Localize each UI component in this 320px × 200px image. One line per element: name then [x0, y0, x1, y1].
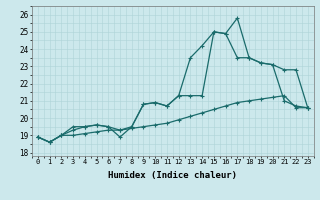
- X-axis label: Humidex (Indice chaleur): Humidex (Indice chaleur): [108, 171, 237, 180]
